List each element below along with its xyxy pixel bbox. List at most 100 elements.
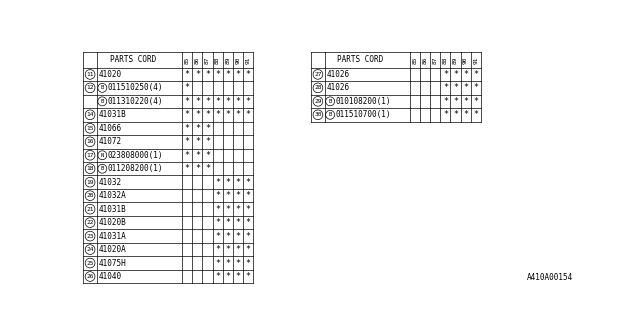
Text: *: * xyxy=(205,97,210,106)
Text: 87: 87 xyxy=(433,56,438,64)
Text: 41032A: 41032A xyxy=(99,191,126,200)
Text: *: * xyxy=(185,164,190,173)
Text: *: * xyxy=(453,97,458,106)
Text: *: * xyxy=(195,70,200,79)
Text: *: * xyxy=(463,84,468,92)
Text: *: * xyxy=(236,232,240,241)
Text: 41020: 41020 xyxy=(99,70,122,79)
Text: *: * xyxy=(236,218,240,227)
Text: *: * xyxy=(215,259,220,268)
Text: B: B xyxy=(328,112,332,117)
Text: 89: 89 xyxy=(453,56,458,64)
Text: *: * xyxy=(195,137,200,146)
Text: 91: 91 xyxy=(473,56,478,64)
Text: 88: 88 xyxy=(443,56,448,64)
Text: *: * xyxy=(205,164,210,173)
Text: 19: 19 xyxy=(86,180,94,185)
Text: *: * xyxy=(205,110,210,119)
Text: 28: 28 xyxy=(314,85,322,90)
Text: 25: 25 xyxy=(86,260,94,266)
Text: *: * xyxy=(245,70,250,79)
Text: 41026: 41026 xyxy=(326,70,349,79)
Text: 88: 88 xyxy=(215,56,220,64)
Text: 41066: 41066 xyxy=(99,124,122,133)
Text: *: * xyxy=(195,164,200,173)
Text: *: * xyxy=(205,137,210,146)
Text: 023808000(1): 023808000(1) xyxy=(108,151,163,160)
Text: 011510250(4): 011510250(4) xyxy=(108,84,163,92)
Text: *: * xyxy=(443,70,448,79)
Text: 011310220(4): 011310220(4) xyxy=(108,97,163,106)
Text: 27: 27 xyxy=(314,72,322,77)
Text: *: * xyxy=(443,97,448,106)
Text: *: * xyxy=(453,110,458,119)
Text: *: * xyxy=(225,259,230,268)
Text: *: * xyxy=(443,110,448,119)
Text: 21: 21 xyxy=(86,207,94,212)
Text: B: B xyxy=(328,99,332,104)
Text: *: * xyxy=(215,272,220,281)
Text: *: * xyxy=(215,191,220,200)
Text: 41020A: 41020A xyxy=(99,245,126,254)
Text: *: * xyxy=(225,272,230,281)
Text: 41072: 41072 xyxy=(99,137,122,146)
Text: *: * xyxy=(236,272,240,281)
Text: 90: 90 xyxy=(236,56,240,64)
Text: PARTS CORD: PARTS CORD xyxy=(109,55,156,64)
Text: *: * xyxy=(185,137,190,146)
Text: *: * xyxy=(205,70,210,79)
Text: *: * xyxy=(245,259,250,268)
Text: *: * xyxy=(236,110,240,119)
Text: *: * xyxy=(215,178,220,187)
Text: *: * xyxy=(236,191,240,200)
Text: *: * xyxy=(215,97,220,106)
Text: 85: 85 xyxy=(413,56,418,64)
Text: 17: 17 xyxy=(86,153,94,158)
Text: 30: 30 xyxy=(314,112,322,117)
Text: *: * xyxy=(463,70,468,79)
Text: *: * xyxy=(453,70,458,79)
Text: 011208200(1): 011208200(1) xyxy=(108,164,163,173)
Text: 15: 15 xyxy=(86,126,94,131)
Text: *: * xyxy=(185,84,190,92)
Text: *: * xyxy=(236,205,240,214)
Text: 87: 87 xyxy=(205,56,210,64)
Text: 14: 14 xyxy=(86,112,94,117)
Text: *: * xyxy=(473,110,478,119)
Text: *: * xyxy=(225,70,230,79)
Text: *: * xyxy=(463,110,468,119)
Text: 11: 11 xyxy=(86,72,94,77)
Text: *: * xyxy=(453,84,458,92)
Text: 41031A: 41031A xyxy=(99,232,126,241)
Text: *: * xyxy=(225,97,230,106)
Text: *: * xyxy=(225,205,230,214)
Text: *: * xyxy=(236,178,240,187)
Text: 86: 86 xyxy=(423,56,428,64)
Text: 41040: 41040 xyxy=(99,272,122,281)
Text: B: B xyxy=(100,166,104,171)
Text: *: * xyxy=(236,97,240,106)
Text: *: * xyxy=(195,124,200,133)
Text: 23: 23 xyxy=(86,234,94,239)
Text: *: * xyxy=(245,245,250,254)
Text: 85: 85 xyxy=(185,56,190,64)
Text: *: * xyxy=(463,97,468,106)
Text: 41075H: 41075H xyxy=(99,259,126,268)
Text: 20: 20 xyxy=(86,193,94,198)
Text: B: B xyxy=(100,85,104,90)
Text: 41020B: 41020B xyxy=(99,218,126,227)
Text: PARTS CORD: PARTS CORD xyxy=(337,55,383,64)
Text: 16: 16 xyxy=(86,139,94,144)
Text: *: * xyxy=(205,124,210,133)
Text: *: * xyxy=(245,191,250,200)
Text: *: * xyxy=(215,232,220,241)
Text: 26: 26 xyxy=(86,274,94,279)
Text: *: * xyxy=(215,245,220,254)
Text: *: * xyxy=(215,218,220,227)
Text: 41031B: 41031B xyxy=(99,205,126,214)
Text: *: * xyxy=(236,245,240,254)
Text: *: * xyxy=(195,151,200,160)
Text: *: * xyxy=(215,110,220,119)
Text: 22: 22 xyxy=(86,220,94,225)
Text: *: * xyxy=(245,110,250,119)
